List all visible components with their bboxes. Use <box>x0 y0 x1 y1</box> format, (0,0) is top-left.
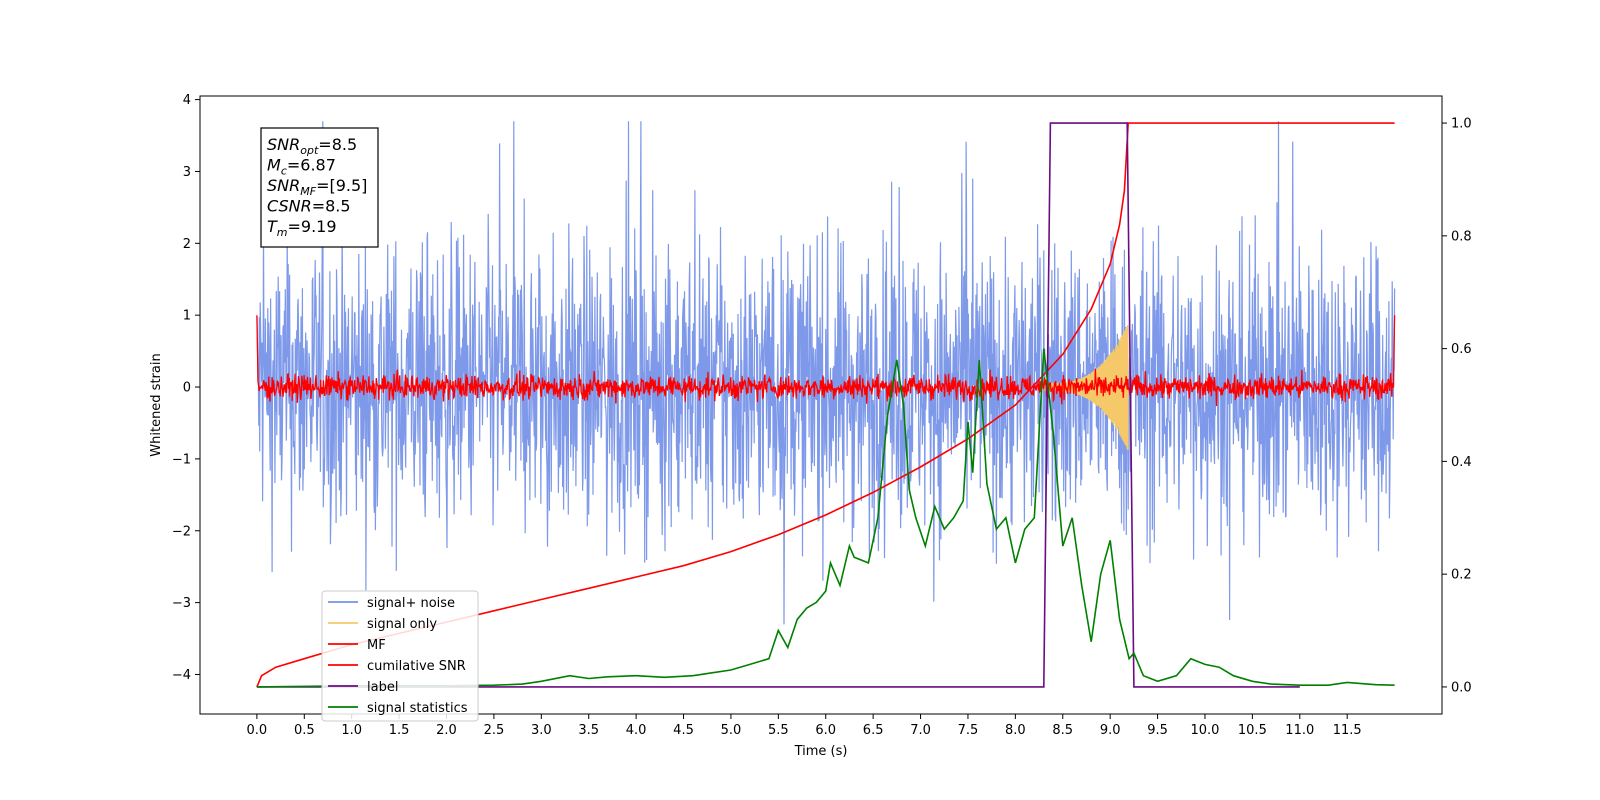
x-tick-label: 9.0 <box>1100 723 1121 738</box>
x-tick-label: 5.5 <box>768 723 789 738</box>
y-tick-label: −2 <box>172 524 191 539</box>
annotation-line: CSNR=8.5 <box>267 197 351 216</box>
y2-tick-label: 1.0 <box>1451 117 1472 132</box>
y-axis-right: 1.0 0.8 0.6 0.4 0.2 0.0 <box>1442 117 1472 695</box>
y-axis-left: 4 3 2 1 0 −1 −2 −3 −4 <box>172 93 200 683</box>
y-axis-label: Whitened strain <box>149 353 164 456</box>
x-tick-label: 1.5 <box>389 723 410 738</box>
y-tick-label: 1 <box>183 309 191 324</box>
x-tick-label: 6.0 <box>815 723 836 738</box>
legend-label: cumilative SNR <box>367 659 466 674</box>
y2-tick-label: 0.2 <box>1451 568 1472 583</box>
legend-label: label <box>367 680 398 695</box>
annotation-line: Tm=9.19 <box>267 217 337 239</box>
y-tick-label: 3 <box>183 165 191 180</box>
y2-tick-label: 0.4 <box>1451 455 1472 470</box>
y2-tick-label: 0.6 <box>1451 342 1472 357</box>
annotation-line: SNRopt=8.5 <box>267 135 357 157</box>
y-tick-label: 4 <box>183 93 191 108</box>
x-tick-label: 0.0 <box>247 723 268 738</box>
x-tick-label: 7.0 <box>910 723 931 738</box>
series-label <box>256 122 1300 688</box>
x-tick-label: 7.5 <box>958 723 979 738</box>
x-tick-label: 0.5 <box>294 723 315 738</box>
y-tick-label: 0 <box>183 381 191 396</box>
series-signal-noise <box>256 121 1396 625</box>
x-tick-label: 10.5 <box>1238 723 1267 738</box>
series-signal-statistics <box>256 348 1395 688</box>
x-axis: 0.0 0.5 1.0 1.5 2.0 2.5 3.0 3.5 4.0 4.5 5.0 5.5 6.0 6… <box>247 714 1362 738</box>
annotation-line: Mc=6.87 <box>267 156 336 178</box>
x-tick-label: 5.0 <box>721 723 742 738</box>
legend-item: signal only <box>328 617 437 632</box>
x-tick-label: 3.0 <box>531 723 552 738</box>
legend-item: signal+ noise <box>328 596 455 611</box>
y2-tick-label: 0.8 <box>1451 229 1472 244</box>
x-tick-label: 10.0 <box>1191 723 1220 738</box>
x-tick-label: 6.5 <box>863 723 884 738</box>
x-tick-label: 3.5 <box>578 723 599 738</box>
x-tick-label: 8.5 <box>1052 723 1073 738</box>
x-tick-label: 4.5 <box>673 723 694 738</box>
series-mf <box>256 315 1396 407</box>
plot-frame <box>199 95 1443 715</box>
annotation-box: SNRopt=8.5Mc=6.87SNRMF=[9.5]CSNR=8.5Tm=9… <box>260 127 379 248</box>
x-axis-label: Time (s) <box>794 744 848 759</box>
x-tick-label: 2.0 <box>436 723 457 738</box>
x-tick-label: 2.5 <box>484 723 505 738</box>
legend-item: signal statistics <box>328 701 468 716</box>
x-tick-label: 4.0 <box>626 723 647 738</box>
x-tick-label: 8.0 <box>1005 723 1026 738</box>
legend-label: MF <box>367 638 386 653</box>
annotation-line: SNRMF=[9.5] <box>267 176 367 198</box>
y-tick-label: −1 <box>172 452 191 467</box>
x-tick-label: 9.5 <box>1147 723 1168 738</box>
y-tick-label: −3 <box>172 596 191 611</box>
x-tick-label: 11.0 <box>1285 723 1314 738</box>
legend-label: signal statistics <box>367 701 468 716</box>
x-tick-label: 11.5 <box>1333 723 1362 738</box>
legend-item: label <box>328 680 398 695</box>
y2-tick-label: 0.0 <box>1451 680 1472 695</box>
x-tick-label: 1.0 <box>341 723 362 738</box>
legend-label: signal+ noise <box>367 596 455 611</box>
y-tick-label: 2 <box>183 237 191 252</box>
legend-label: signal only <box>367 617 437 632</box>
legend-item: cumilative SNR <box>328 659 466 674</box>
y-tick-label: −4 <box>172 668 191 683</box>
legend: signal+ noise signal only MF cumilative SNR… <box>321 590 479 722</box>
legend-item: MF <box>328 638 386 653</box>
